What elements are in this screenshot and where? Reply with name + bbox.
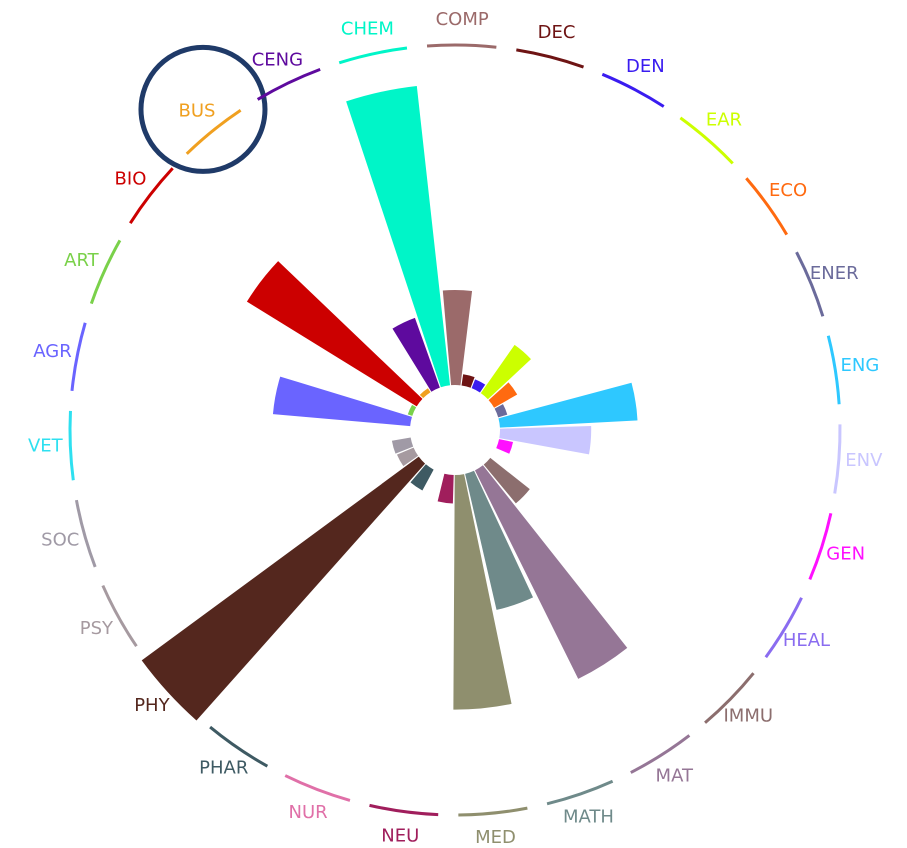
bar-bus[interactable] — [419, 388, 431, 399]
category-label-immu: IMMU — [723, 706, 773, 727]
ring-arc-art — [89, 239, 122, 305]
ring-arc-neu — [369, 803, 439, 817]
category-label-heal: HEAL — [783, 630, 830, 651]
category-label-den: DEN — [626, 56, 665, 77]
category-label-soc: SOC — [41, 530, 79, 551]
category-label-psy: PSY — [80, 618, 114, 639]
category-label-bio: BIO — [115, 168, 147, 189]
category-label-bus: BUS — [179, 100, 216, 121]
bar-neu[interactable] — [437, 473, 454, 504]
ring-arc-bio — [129, 167, 174, 224]
ring-arc-gen — [808, 513, 833, 580]
ring-arc-ear — [679, 116, 734, 165]
bar-eco[interactable] — [488, 382, 518, 408]
highlight-circle-bus — [138, 44, 268, 174]
bar-psy[interactable] — [396, 447, 419, 467]
ring-arc-immu — [704, 672, 755, 724]
ring-arc-psy — [101, 584, 138, 648]
bar-chem[interactable] — [346, 85, 451, 388]
ring-arc-phar — [209, 725, 269, 768]
bar-phar[interactable] — [410, 464, 434, 491]
ring-arc-med — [458, 806, 528, 817]
category-label-phar: PHAR — [199, 758, 248, 779]
bar-comp[interactable] — [442, 290, 473, 386]
ring-arc-chem — [338, 46, 408, 65]
category-label-mat: MAT — [656, 765, 694, 786]
bar-soc[interactable] — [391, 437, 414, 454]
category-label-math: MATH — [563, 807, 614, 828]
category-label-med: MED — [475, 827, 516, 848]
bar-agr[interactable] — [272, 376, 412, 427]
bar-phy[interactable] — [141, 456, 426, 721]
category-label-eco: ECO — [769, 180, 807, 201]
category-label-neu: NEU — [381, 825, 419, 846]
bar-bio[interactable] — [246, 261, 423, 407]
bar-den[interactable] — [471, 379, 486, 393]
category-label-ceng: CENG — [252, 49, 303, 70]
bar-immu[interactable] — [483, 457, 530, 504]
category-label-dec: DEC — [538, 22, 576, 43]
ring-arc-eng — [826, 335, 841, 405]
ring-arc-ener — [795, 251, 825, 317]
ring-arc-nur — [284, 774, 351, 802]
ring-arc-ceng — [256, 67, 321, 101]
ring-arc-env — [833, 424, 842, 494]
category-label-comp: COMP — [436, 9, 489, 30]
bar-dec[interactable] — [461, 374, 475, 388]
category-label-chem: CHEM — [341, 18, 394, 39]
ring-arc-bus — [185, 108, 242, 155]
ring-arc-dec — [516, 48, 585, 69]
ring-arc-heal — [764, 597, 803, 659]
ring-arc-soc — [74, 499, 97, 568]
bar-eng[interactable] — [498, 382, 638, 428]
ring-arc-math — [546, 779, 614, 806]
category-label-gen: GEN — [826, 543, 865, 564]
bar-art[interactable] — [407, 404, 417, 416]
category-label-vet: VET — [28, 436, 64, 457]
ring-arc-agr — [70, 322, 87, 392]
ring-arc-den — [601, 72, 665, 108]
category-label-nur: NUR — [288, 802, 327, 823]
ring-arc-mat — [630, 734, 691, 774]
category-label-ear: EAR — [706, 110, 742, 131]
bar-ceng[interactable] — [392, 317, 440, 392]
ring-arc-comp — [426, 43, 497, 49]
category-label-env: ENV — [845, 450, 883, 471]
category-label-agr: AGR — [33, 341, 71, 362]
ring-arc-eco — [745, 177, 789, 236]
category-label-phy: PHY — [134, 695, 170, 716]
category-label-art: ART — [64, 250, 100, 271]
bar-math[interactable] — [465, 470, 534, 610]
bar-ear[interactable] — [480, 344, 531, 400]
ring-arc-vet — [68, 410, 75, 481]
bar-gen[interactable] — [496, 439, 514, 454]
bar-ener[interactable] — [494, 404, 508, 418]
bar-env[interactable] — [499, 426, 592, 455]
category-label-ener: ENER — [810, 263, 859, 284]
bar-mat[interactable] — [474, 465, 628, 679]
bar-med[interactable] — [453, 474, 512, 710]
category-label-eng: ENG — [841, 355, 880, 376]
